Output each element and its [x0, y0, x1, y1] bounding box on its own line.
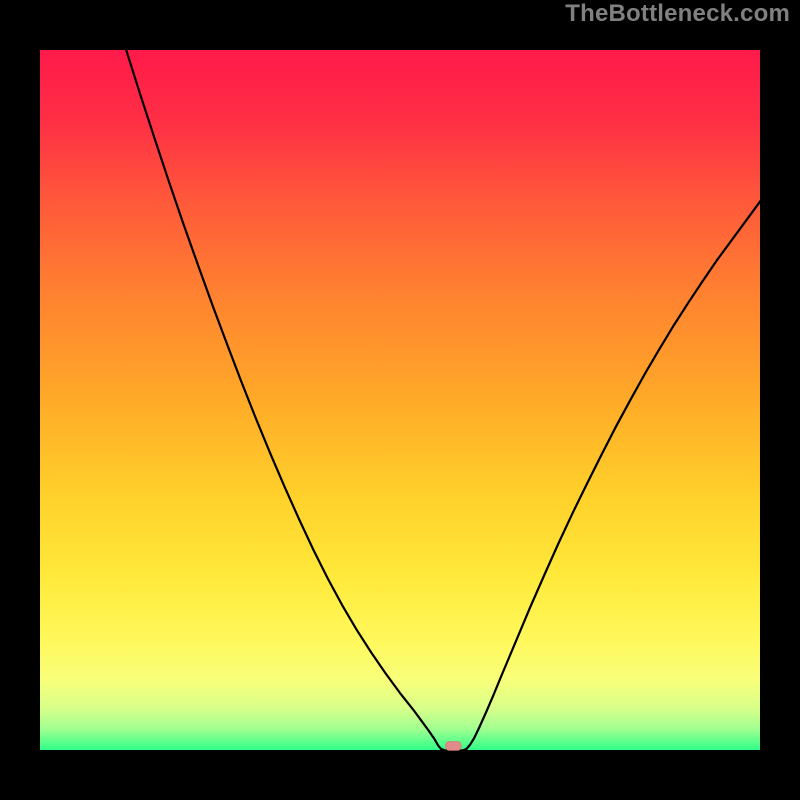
watermark-text: TheBottleneck.com [565, 0, 790, 28]
chart-container: TheBottleneck.com [0, 0, 800, 800]
optimum-marker [445, 741, 461, 750]
plot-background [40, 50, 761, 751]
bottleneck-chart [0, 0, 800, 800]
